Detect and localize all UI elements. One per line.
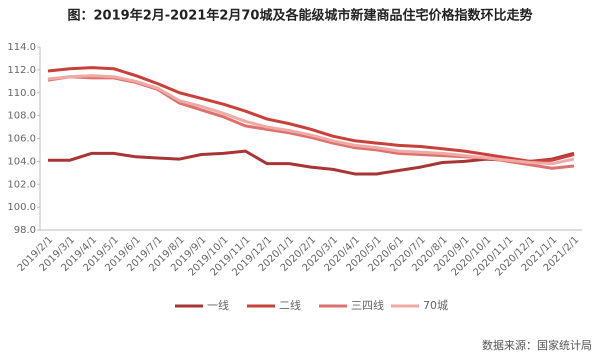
legend-label: 三四线 bbox=[351, 298, 384, 312]
y-tick-label: 98.0 bbox=[14, 225, 36, 236]
source-note: 数据来源：国家统计局 bbox=[482, 338, 592, 352]
y-tick-label: 104.0 bbox=[7, 156, 36, 167]
y-tick-label: 110.0 bbox=[7, 88, 36, 99]
series-line bbox=[47, 66, 575, 163]
y-tick-label: 102.0 bbox=[7, 179, 36, 190]
legend-label: 二线 bbox=[279, 298, 301, 312]
legend-label: 一线 bbox=[207, 298, 229, 312]
y-tick-label: 100.0 bbox=[7, 202, 36, 213]
chart-title: 图：2019年2月-2021年2月70城及各能级城市新建商品住宅价格指数环比走势 bbox=[68, 8, 533, 24]
legend-label: 70城 bbox=[423, 299, 448, 312]
series-line bbox=[47, 74, 575, 166]
y-tick-label: 108.0 bbox=[7, 111, 36, 122]
y-tick-label: 114.0 bbox=[7, 42, 36, 53]
y-tick-label: 106.0 bbox=[7, 134, 36, 145]
y-tick-label: 112.0 bbox=[7, 65, 36, 76]
